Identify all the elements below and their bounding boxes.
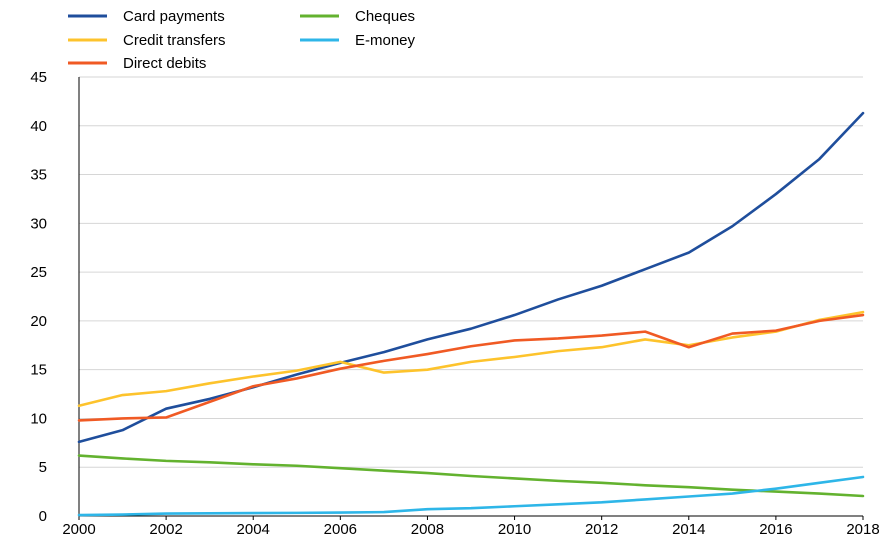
y-tick-label: 40 [30, 118, 47, 135]
y-tick-label: 35 [30, 167, 47, 184]
x-tick-label: 2002 [149, 521, 182, 538]
y-tick-label: 15 [30, 362, 47, 379]
series-line-credit-transfers [77, 310, 865, 408]
x-tick-label: 2018 [846, 521, 879, 538]
x-tick-label: 2014 [672, 521, 705, 538]
legend-item-e-money: E-money [300, 32, 416, 49]
x-tick-label: 2012 [585, 521, 618, 538]
y-tick-label: 10 [30, 410, 47, 427]
legend-label: Direct debits [123, 55, 206, 72]
gridlines [79, 76, 863, 517]
series-line-card-payments [77, 111, 865, 444]
legend-item-credit-transfers: Credit transfers [68, 32, 226, 49]
legend-label: Credit transfers [123, 32, 226, 49]
x-tick-label: 2000 [62, 521, 95, 538]
y-tick-label: 30 [30, 215, 47, 232]
y-tick-label: 45 [30, 69, 47, 86]
y-tick-label: 5 [39, 459, 47, 476]
y-tick-label: 0 [39, 508, 47, 525]
x-tick-label: 2016 [759, 521, 792, 538]
series-line-cheques [77, 454, 865, 498]
legend: Card payments Credit transfers Direct debi… [68, 8, 416, 72]
y-tick-label: 20 [30, 313, 47, 330]
legend-item-direct-debits: Direct debits [68, 55, 206, 72]
y-tick-label: 25 [30, 264, 47, 281]
series-line-e-money [77, 475, 865, 517]
x-tick-label: 2010 [498, 521, 531, 538]
legend-label: E-money [355, 32, 416, 49]
axes: 0 5 10 15 20 25 30 35 40 45 2000 2002 2004 2006 2008 20… [30, 69, 879, 538]
series-lines [77, 111, 865, 517]
x-tick-label: 2008 [411, 521, 444, 538]
legend-item-card-payments: Card payments [68, 8, 225, 25]
legend-item-cheques: Cheques [300, 8, 415, 25]
legend-label: Card payments [123, 8, 225, 25]
series-line-direct-debits [77, 313, 865, 422]
legend-label: Cheques [355, 8, 415, 25]
x-tick-label: 2004 [237, 521, 270, 538]
x-tick-label: 2006 [324, 521, 357, 538]
